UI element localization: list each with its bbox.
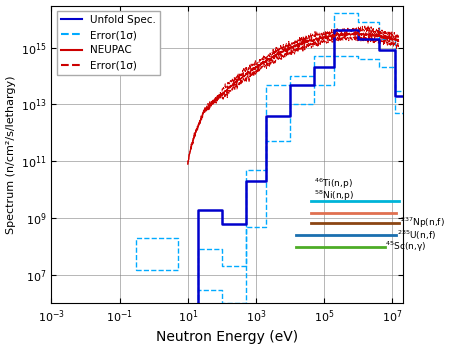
X-axis label: Neutron Energy (eV): Neutron Energy (eV)	[156, 330, 298, 344]
Unfold Spec.	[332, 65, 337, 70]
Unfold Spec.	[356, 28, 361, 33]
Legend: Unfold Spec., Error(1σ), NEUPAC, Error(1σ): Unfold Spec., Error(1σ), NEUPAC, Error(1…	[57, 11, 160, 75]
Unfold Spec.	[311, 83, 317, 87]
Unfold Spec.	[400, 94, 405, 98]
Text: $^{237}$Np(n,f): $^{237}$Np(n,f)	[400, 215, 445, 230]
Text: $^{58}$Ni(n,p): $^{58}$Ni(n,p)	[314, 189, 354, 203]
Unfold Spec.	[311, 65, 317, 70]
NEUPAC	[396, 39, 401, 43]
Unfold Spec.	[219, 222, 225, 226]
Unfold Spec.	[376, 48, 382, 52]
Unfold Spec.	[288, 114, 293, 118]
Unfold Spec.	[376, 37, 382, 41]
Line: NEUPAC: NEUPAC	[188, 32, 399, 164]
Unfold Spec.	[356, 37, 361, 41]
NEUPAC	[349, 32, 355, 36]
Unfold Spec.	[219, 208, 225, 212]
Unfold Spec.	[264, 114, 269, 118]
Text: $^{46}$Ti(n,p): $^{46}$Ti(n,p)	[314, 177, 353, 191]
Y-axis label: Spectrum (n/cm²/s/lethargy): Spectrum (n/cm²/s/lethargy)	[5, 75, 16, 234]
NEUPAC	[237, 78, 242, 82]
NEUPAC	[353, 30, 358, 34]
Unfold Spec.	[243, 179, 248, 183]
NEUPAC	[185, 162, 190, 166]
Text: $^{235}$U(n,f): $^{235}$U(n,f)	[396, 229, 436, 242]
Unfold Spec.	[392, 94, 398, 98]
Unfold Spec.	[332, 28, 337, 33]
Unfold Spec.	[288, 83, 293, 87]
Unfold Spec.	[264, 179, 269, 183]
NEUPAC	[244, 73, 250, 77]
Unfold Spec.	[195, 208, 201, 212]
NEUPAC	[252, 66, 257, 70]
NEUPAC	[375, 34, 381, 38]
Unfold Spec.	[243, 222, 248, 226]
Unfold Spec.	[392, 48, 398, 52]
Line: Unfold Spec.: Unfold Spec.	[51, 30, 403, 350]
NEUPAC	[324, 36, 329, 40]
Text: $^{45}$Sc(n,γ): $^{45}$Sc(n,γ)	[385, 239, 426, 254]
